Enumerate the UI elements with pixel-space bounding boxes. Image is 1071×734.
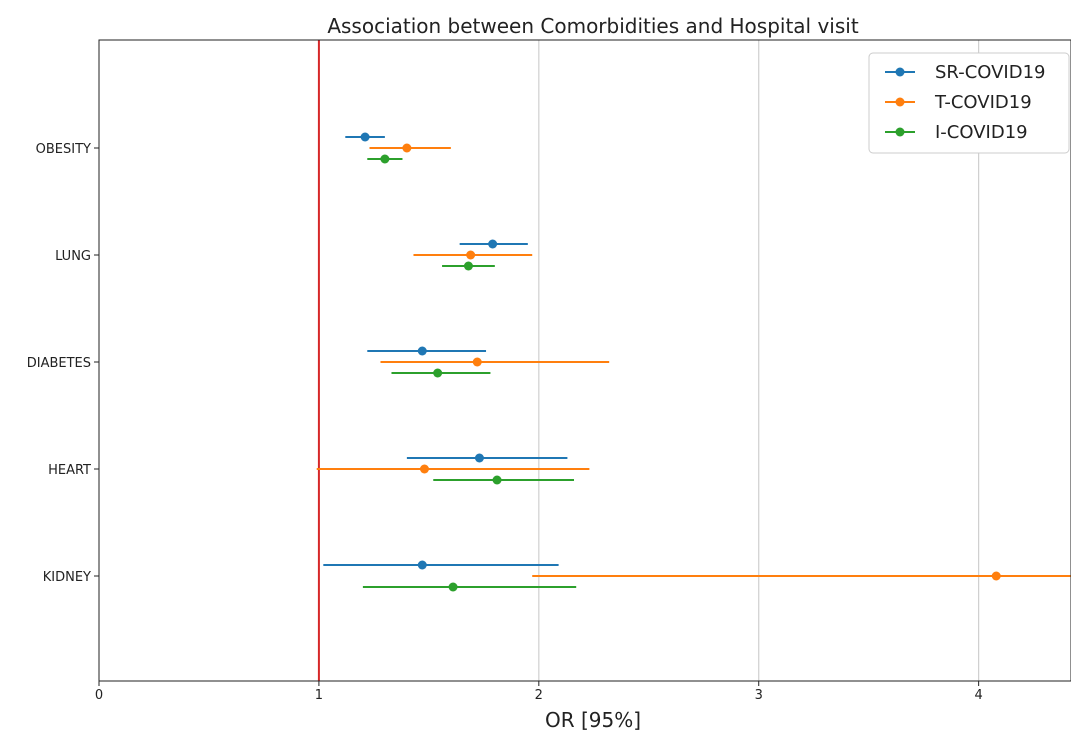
x-axis-label: OR [95%] [545, 708, 641, 732]
point-sr-covid19-heart [474, 453, 484, 463]
legend-label-t-covid19: T-COVID19 [934, 92, 1032, 113]
legend-marker-sr-covid19 [895, 67, 905, 77]
y-axis-ticks: OBESITY LUNG DIABETES HEART KIDNEY [27, 142, 99, 585]
point-i-covid19-lung [463, 261, 473, 271]
point-sr-covid19-diabetes [417, 346, 427, 356]
point-t-covid19-diabetes [472, 357, 482, 367]
data-series-group [316, 132, 1071, 592]
plot-area-frame [98, 39, 1071, 682]
point-t-covid19-lung [466, 250, 476, 260]
point-sr-covid19-kidney [417, 560, 427, 570]
point-t-covid19-heart [419, 464, 429, 474]
point-i-covid19-heart [492, 475, 502, 485]
point-i-covid19-obesity [380, 154, 390, 164]
point-sr-covid19-lung [488, 239, 498, 249]
y-tick-label-kidney: KIDNEY [43, 570, 91, 585]
y-tick-label-obesity: OBESITY [36, 142, 91, 157]
point-i-covid19-kidney [448, 582, 458, 592]
legend-label-sr-covid19: SR-COVID19 [935, 62, 1046, 83]
y-tick-label-diabetes: DIABETES [27, 356, 91, 371]
x-tick-label-1: 1 [315, 688, 323, 703]
x-axis-ticks: 0 1 2 3 4 [95, 681, 983, 703]
y-tick-label-lung: LUNG [55, 249, 91, 264]
legend: SR-COVID19 T-COVID19 I-COVID19 [868, 52, 1070, 154]
x-tick-label-0: 0 [95, 688, 103, 703]
legend-label-i-covid19: I-COVID19 [935, 122, 1028, 143]
chart-title: Association between Comorbidities and Ho… [327, 14, 859, 38]
x-tick-label-4: 4 [974, 688, 982, 703]
legend-marker-i-covid19 [895, 127, 905, 137]
point-i-covid19-diabetes [433, 368, 443, 378]
x-tick-label-3: 3 [755, 688, 763, 703]
y-tick-label-heart: HEART [48, 463, 91, 478]
point-t-covid19-obesity [402, 143, 412, 153]
point-t-covid19-kidney [991, 571, 1001, 581]
legend-box [868, 52, 1070, 154]
legend-marker-t-covid19 [895, 97, 905, 107]
x-tick-label-2: 2 [535, 688, 543, 703]
point-sr-covid19-obesity [360, 132, 370, 142]
